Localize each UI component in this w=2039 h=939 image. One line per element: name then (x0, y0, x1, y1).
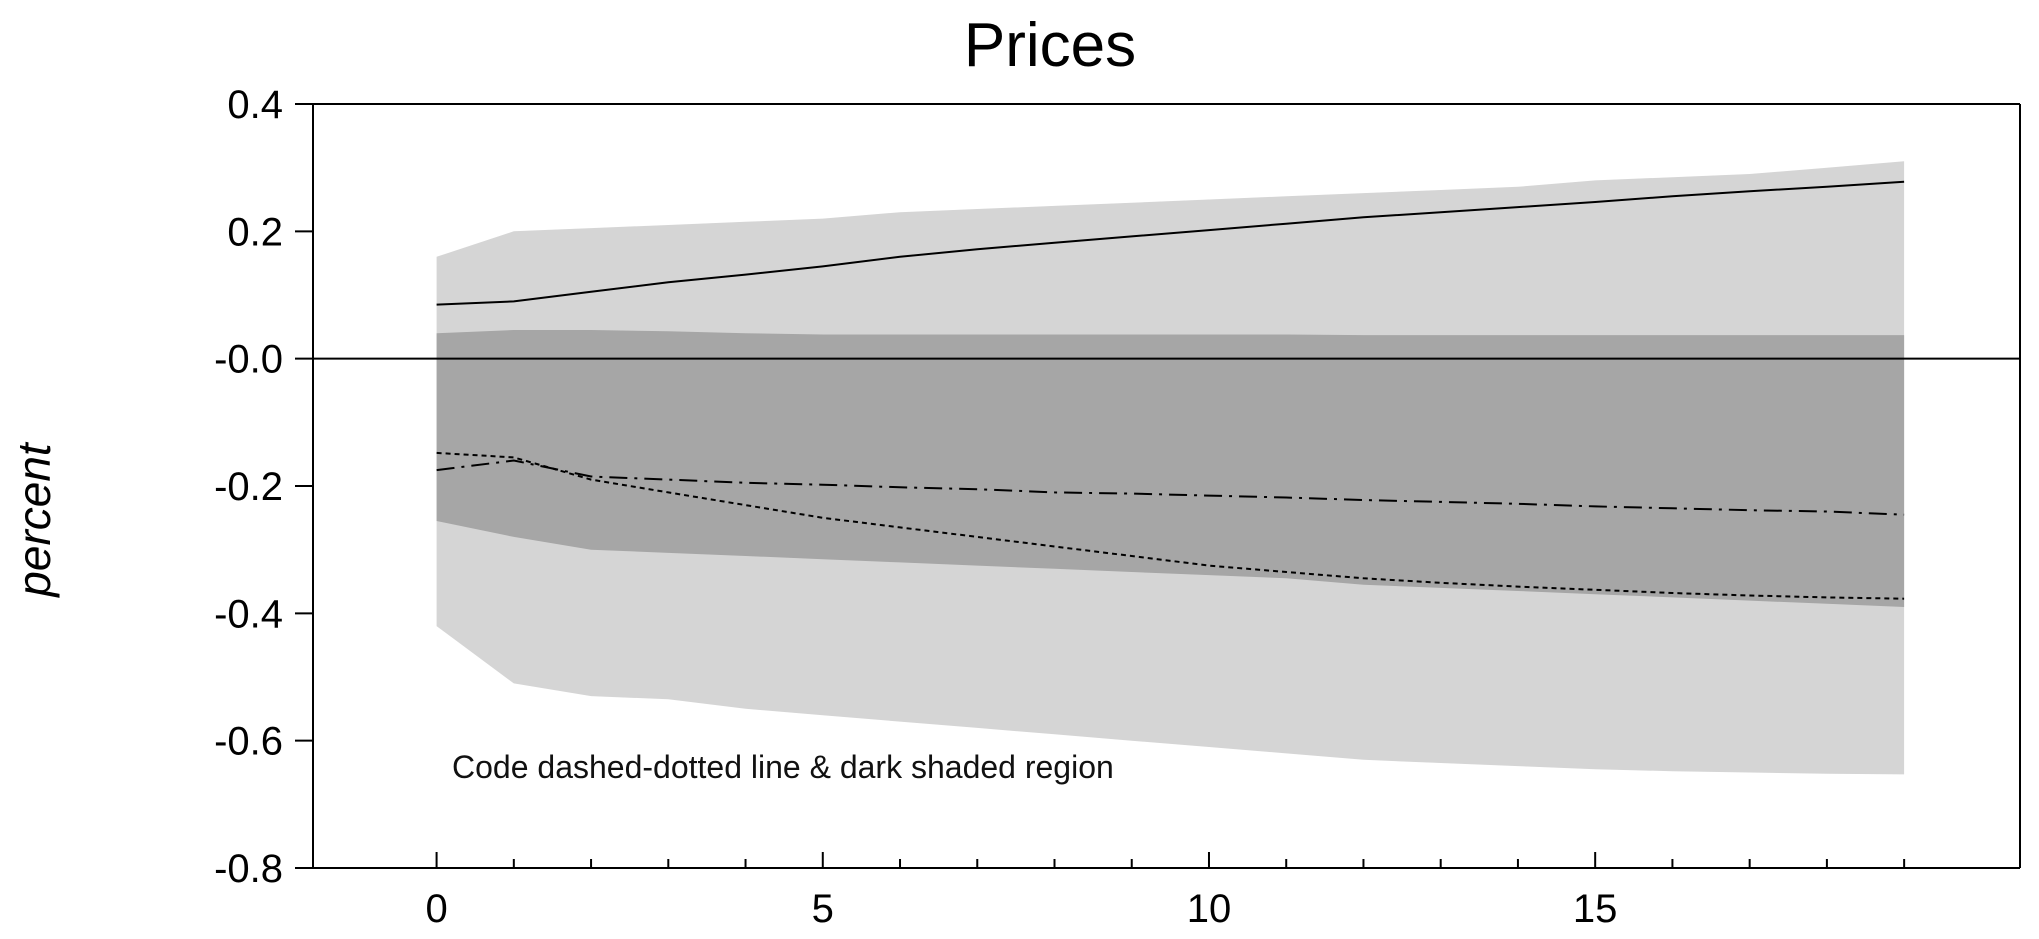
x-tick-label: 10 (1187, 887, 1232, 931)
tick-labels: 0.4 0.2 -0.0 -0.2 -0.4 -0.6 -0.8 0 5 10 15 (214, 83, 1617, 931)
y-tick-label: 0.2 (227, 210, 283, 254)
y-tick-label: -0.2 (214, 465, 283, 509)
y-tick-label: -0.0 (214, 338, 283, 382)
y-tick-label: -0.6 (214, 720, 283, 764)
x-tick-label: 15 (1573, 887, 1618, 931)
y-tick-label: -0.4 (214, 592, 283, 636)
y-axis-label: percent (8, 441, 60, 599)
y-tick-label: -0.8 (214, 847, 283, 891)
y-tick-label: 0.4 (227, 83, 283, 127)
axes (295, 103, 2021, 869)
chart-annotation: Code dashed-dotted line & dark shaded re… (452, 749, 1114, 785)
band-dark (436, 330, 1905, 607)
x-tick-label: 0 (425, 887, 447, 931)
series-lines (436, 180, 1905, 600)
x-tick-label: 5 (812, 887, 834, 931)
chart-title: Prices (964, 11, 1136, 80)
series-line-dashdot (436, 459, 1905, 516)
series-line-solid (436, 180, 1905, 306)
series-line-dotted (436, 451, 1905, 600)
shaded-bands (436, 161, 1905, 775)
